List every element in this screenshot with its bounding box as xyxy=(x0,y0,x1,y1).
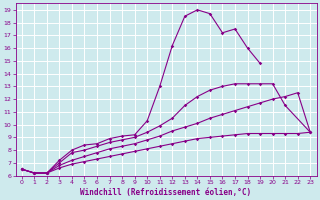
X-axis label: Windchill (Refroidissement éolien,°C): Windchill (Refroidissement éolien,°C) xyxy=(80,188,252,197)
